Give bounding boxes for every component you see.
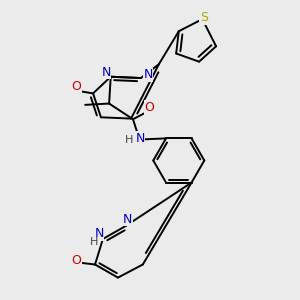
Text: S: S bbox=[200, 11, 208, 24]
Text: O: O bbox=[144, 101, 154, 114]
Text: N: N bbox=[136, 132, 145, 145]
Text: O: O bbox=[71, 80, 81, 93]
Text: N: N bbox=[101, 66, 111, 79]
Text: N: N bbox=[143, 68, 153, 81]
Text: N: N bbox=[94, 227, 104, 240]
Text: H: H bbox=[125, 135, 133, 145]
Text: H: H bbox=[89, 237, 98, 247]
Text: O: O bbox=[71, 254, 81, 267]
Text: N: N bbox=[123, 213, 132, 226]
